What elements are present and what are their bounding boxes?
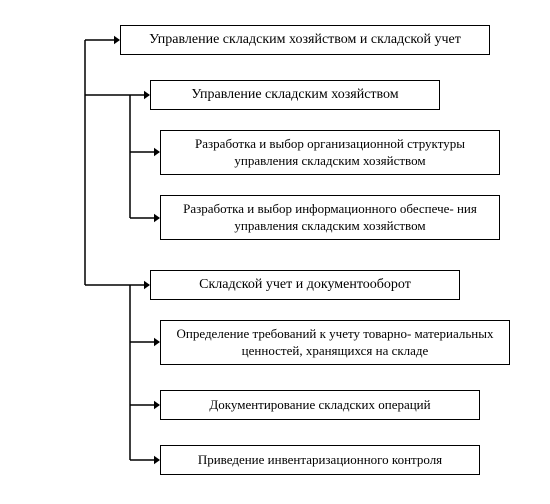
node-label: Разработка и выбор информационного обесп…	[171, 201, 489, 234]
node-label: Складской учет и документооборот	[199, 276, 411, 294]
node-n8: Приведение инвентаризационного контроля	[160, 445, 480, 475]
node-n2: Управление складским хозяйством	[150, 80, 440, 110]
node-n1: Управление складским хозяйством и складс…	[120, 25, 490, 55]
node-label: Управление складским хозяйством	[191, 86, 398, 104]
node-label: Определение требований к учету товарно- …	[171, 326, 499, 359]
diagram-canvas: Управление складским хозяйством и складс…	[0, 0, 550, 504]
node-n6: Определение требований к учету товарно- …	[160, 320, 510, 365]
node-n3: Разработка и выбор организационной струк…	[160, 130, 500, 175]
node-label: Разработка и выбор организационной струк…	[171, 136, 489, 169]
node-n4: Разработка и выбор информационного обесп…	[160, 195, 500, 240]
node-label: Управление складским хозяйством и складс…	[149, 31, 461, 49]
node-label: Документирование складских операций	[209, 397, 430, 413]
node-n5: Складской учет и документооборот	[150, 270, 460, 300]
connector-layer	[0, 0, 550, 504]
node-label: Приведение инвентаризационного контроля	[198, 452, 442, 468]
node-n7: Документирование складских операций	[160, 390, 480, 420]
